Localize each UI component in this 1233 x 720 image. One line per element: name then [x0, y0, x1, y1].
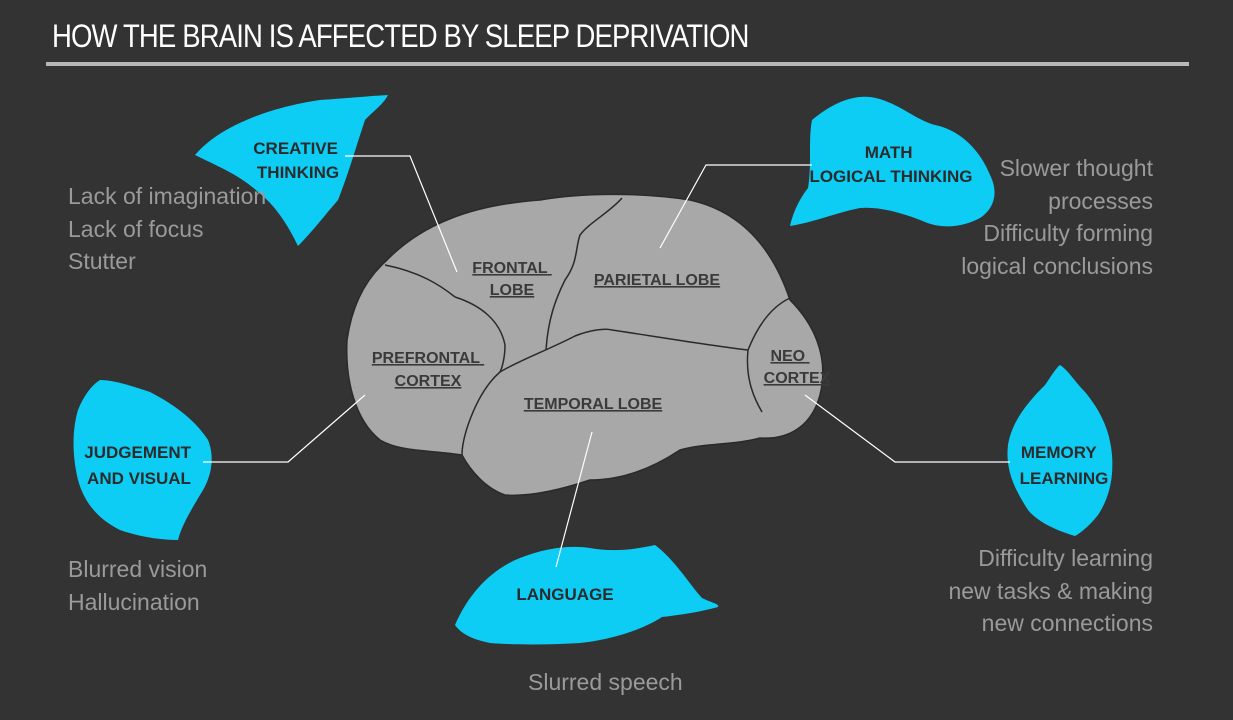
connector-language [555, 431, 593, 568]
language-effects: Slurred speech [528, 666, 683, 699]
function-regions [73, 95, 1113, 645]
effect-line: Stutter [68, 248, 136, 274]
border-parietal-temporal [611, 329, 749, 351]
math-logical-thinking-region [790, 96, 995, 227]
creative-effects: Lack of imagination Lack of focus Stutte… [68, 180, 266, 278]
brain-outline [346, 193, 824, 497]
frontal-lobe-label: FRONTAL LOBE [472, 260, 551, 299]
language-region [455, 545, 719, 645]
lobe-labels: FRONTAL LOBE PARIETAL LOBE PREFRONTAL CO… [372, 260, 831, 413]
prefrontal-cortex-label: PREFRONTAL CORTEX [372, 350, 484, 390]
effect-line: processes [1048, 187, 1153, 214]
border-prefrontal-frontal [454, 296, 506, 373]
parietal-lobe-label: PARIETAL LOBE [594, 272, 721, 289]
effect-line: Lack of focus [68, 215, 204, 242]
connector-judgement [203, 394, 366, 463]
memory-learning-region [1007, 365, 1113, 536]
border-temporal-top [499, 328, 613, 373]
judgement-visual-region [73, 380, 212, 540]
title-divider [46, 62, 1189, 66]
brain [346, 193, 824, 497]
effect-line: Lack of imagination [68, 183, 267, 209]
connector-math [659, 164, 812, 249]
creative-thinking-region [195, 95, 388, 246]
border-prefrontal-top [384, 264, 456, 298]
judgement-effects: Blurred vision Hallucination [68, 553, 207, 618]
memory-learning-label: MEMORY LEARNING [1020, 443, 1109, 488]
neo-cortex-label: NEO CORTEX [764, 348, 831, 387]
temporal-lobe-label: TEMPORAL LOBE [524, 396, 663, 413]
memory-effects: Difficulty learning new tasks & making n… [948, 542, 1153, 640]
function-labels: CREATIVE THINKING MATH LOGICAL THINKING … [84, 139, 1108, 604]
border-frontal-parietal [545, 197, 623, 351]
effect-line: Difficulty forming [983, 220, 1153, 246]
connector-creative [345, 155, 458, 273]
creative-thinking-label: CREATIVE THINKING [253, 139, 342, 182]
math-effects: Slower thought processes Difficulty form… [961, 152, 1153, 282]
judgement-visual-label: JUDGEMENT AND VISUAL [84, 443, 195, 488]
effect-line: logical conclusions [961, 252, 1153, 279]
connector-lines [203, 155, 1010, 568]
effect-line: Hallucination [68, 588, 200, 615]
connector-memory [804, 394, 1010, 463]
border-temporal-bottom [461, 371, 501, 456]
effect-line: Blurred vision [68, 556, 208, 582]
effect-line: Difficulty learning [978, 545, 1153, 571]
effect-line: new connections [981, 610, 1153, 636]
language-label: LANGUAGE [516, 585, 613, 604]
effect-line: Slurred speech [528, 669, 683, 695]
lobe-borders [384, 197, 791, 456]
border-neo-top [747, 297, 791, 351]
effect-line: new tasks & making [948, 577, 1153, 604]
page-title: HOW THE BRAIN IS AFFECTED BY SLEEP DEPRI… [52, 18, 749, 54]
border-neo-cortex [746, 349, 763, 413]
math-logical-thinking-label: MATH LOGICAL THINKING [809, 143, 972, 186]
effect-line: Slower thought [999, 155, 1153, 181]
